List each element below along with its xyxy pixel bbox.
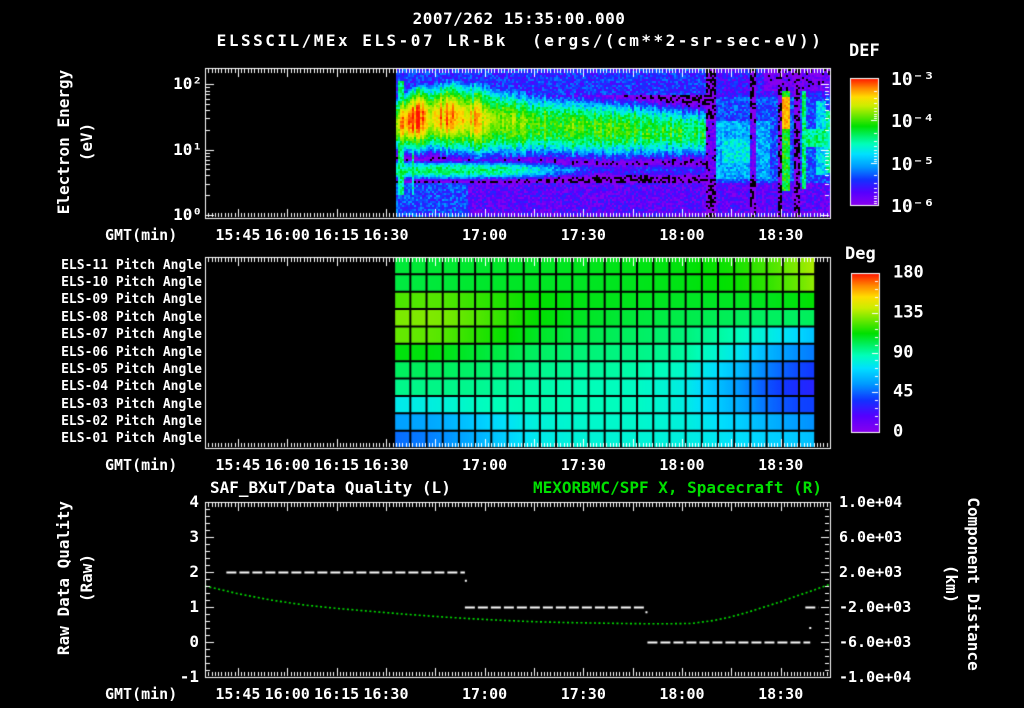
def-tick-label: 10⁻⁶ <box>891 196 935 218</box>
distance-tick-label: -2.0e+03 <box>839 597 912 616</box>
distance-tick-label: -1.0e+04 <box>839 667 912 686</box>
distance-axis-unit: (km) <box>941 564 961 604</box>
quality-tick-label: 1 <box>189 597 199 617</box>
x-tick-label: 17:30 <box>560 685 606 703</box>
x-tick-label: 15:45 <box>215 456 261 474</box>
def-tick-label: 10⁻³ <box>891 69 935 91</box>
x-tick-label: 16:00 <box>264 456 310 474</box>
energy-axis-title: Electron Energy <box>54 69 74 215</box>
x-tick-label: 17:30 <box>560 456 606 474</box>
deg-tick-label: 135 <box>893 302 924 323</box>
pitch-row-label: ELS-02 Pitch Angle <box>61 413 202 429</box>
energy-tick-label: 10¹ <box>173 139 202 159</box>
distance-tick-label: 6.0e+03 <box>839 527 903 546</box>
x-tick-label: 17:30 <box>560 226 606 244</box>
pitch-row-label: ELS-05 Pitch Angle <box>61 361 202 377</box>
x-tick-label: 17:00 <box>462 456 508 474</box>
x-tick-label: 16:15 <box>314 456 360 474</box>
distance-tick-label: 1.0e+04 <box>839 492 903 511</box>
deg-tick-label: 45 <box>893 381 914 402</box>
pitch-row-label: ELS-06 Pitch Angle <box>61 344 202 360</box>
timestamp-title: 2007/262 15:35:00.000 <box>412 9 626 28</box>
pitch-row-label: ELS-04 Pitch Angle <box>61 379 202 395</box>
x-tick-label: 16:15 <box>314 685 360 703</box>
x-tick-label: 18:30 <box>758 226 804 244</box>
left-series-title: SAF_BXuT/Data Quality (L) <box>210 478 451 497</box>
def-tick-label: 10⁻⁵ <box>891 153 935 175</box>
x-tick-label: 16:00 <box>264 685 310 703</box>
x-tick-label: 18:30 <box>758 685 804 703</box>
dataset-subtitle: ELSSCIL/MEx ELS-07 LR-Bk (ergs/(cm**2-sr… <box>216 31 824 50</box>
deg-tick-label: 0 <box>893 421 904 442</box>
x-tick-label: 18:00 <box>659 685 705 703</box>
quality-tick-label: 4 <box>189 492 199 512</box>
gmt-axis-label: GMT(min) <box>105 226 178 244</box>
x-tick-label: 18:00 <box>659 226 705 244</box>
pitch-row-label: ELS-01 Pitch Angle <box>61 431 202 447</box>
def-tick-label: 10⁻⁴ <box>891 111 935 133</box>
deg-colorbar-title: Deg <box>845 244 876 264</box>
x-tick-label: 16:30 <box>363 685 409 703</box>
quality-tick-label: 3 <box>189 527 199 547</box>
energy-tick-label: 10² <box>173 74 202 94</box>
pitch-row-label: ELS-07 Pitch Angle <box>61 326 202 342</box>
pitch-row-label: ELS-09 Pitch Angle <box>61 292 202 308</box>
right-series-title: MEXORBMC/SPF X, Spacecraft (R) <box>533 478 822 497</box>
pitch-row-label: ELS-11 Pitch Angle <box>61 257 202 273</box>
x-tick-label: 16:30 <box>363 456 409 474</box>
quality-tick-label: 0 <box>189 632 199 652</box>
x-tick-label: 16:30 <box>363 226 409 244</box>
gmt-axis-label: GMT(min) <box>105 456 178 474</box>
x-tick-label: 17:00 <box>462 226 508 244</box>
energy-tick-label: 10⁰ <box>173 204 202 224</box>
distance-tick-label: 2.0e+03 <box>839 562 903 581</box>
pitch-row-label: ELS-08 Pitch Angle <box>61 309 202 325</box>
quality-axis-unit: (Raw) <box>77 553 97 603</box>
x-tick-label: 17:00 <box>462 685 508 703</box>
gmt-axis-label: GMT(min) <box>105 685 178 703</box>
distance-axis-title: Component Distance <box>963 497 983 671</box>
x-tick-label: 15:45 <box>215 685 261 703</box>
x-tick-label: 18:30 <box>758 456 804 474</box>
x-tick-label: 15:45 <box>215 226 261 244</box>
x-tick-label: 16:15 <box>314 226 360 244</box>
deg-tick-label: 180 <box>893 262 924 283</box>
pitch-row-label: ELS-03 Pitch Angle <box>61 396 202 412</box>
quality-tick-label: 2 <box>189 562 199 582</box>
quality-axis-title: Raw Data Quality <box>54 500 74 656</box>
deg-tick-label: 90 <box>893 342 914 363</box>
def-colorbar-title: DEF <box>849 41 880 61</box>
pitch-row-label: ELS-10 Pitch Angle <box>61 274 202 290</box>
quality-tick-label: -1 <box>179 667 199 687</box>
x-tick-label: 16:00 <box>264 226 310 244</box>
energy-axis-unit: (eV) <box>77 122 97 162</box>
x-tick-label: 18:00 <box>659 456 705 474</box>
distance-tick-label: -6.0e+03 <box>839 632 912 651</box>
